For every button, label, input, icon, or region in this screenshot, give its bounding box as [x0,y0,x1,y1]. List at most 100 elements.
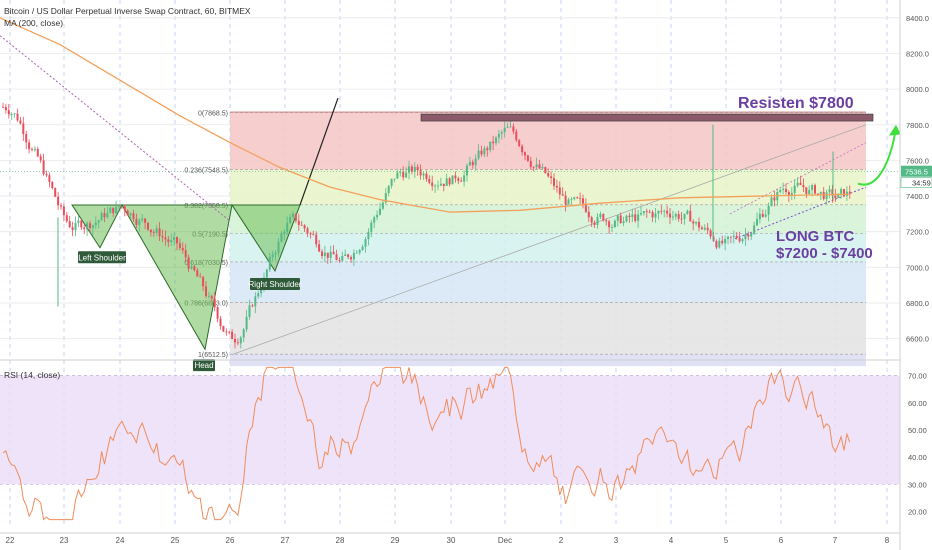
candle-body [700,227,703,230]
candle-body [497,133,500,138]
fib-zone [230,112,866,170]
candle-body [718,240,721,248]
candle-body [39,156,42,161]
candle-body [4,107,7,111]
long-label-2: $7200 - $7400 [776,245,873,262]
candle-body [115,206,118,214]
right-shoulder-label: Right Shoulder [249,280,302,289]
candle-body [669,213,671,218]
ma-path [0,17,851,213]
candle-body [547,173,550,177]
candle-body [683,213,686,219]
candle-body [181,247,184,251]
candle-body [515,131,518,141]
candle-body [274,253,277,255]
candle-body [42,160,45,175]
candle-body [303,225,306,229]
candle-body [280,233,283,242]
candle-body [89,223,91,228]
candle-body [767,205,770,215]
time-tick: 4 [669,536,674,545]
candle-body [193,266,196,271]
candle-body [802,184,805,188]
candle-body [651,212,654,218]
time-tick: 24 [116,536,125,545]
candle-body [773,197,776,201]
rsi-tick: 40.00 [908,453,927,462]
candle-body [405,172,408,178]
candle-body [535,164,538,168]
candle-body [205,286,207,297]
candle-body [167,239,170,243]
candle-body [544,167,547,174]
candle-body [228,331,231,333]
candle-body [248,305,251,317]
candle-body [129,213,132,216]
candle-body [724,239,727,244]
candle-body [373,217,376,223]
candle-body [593,222,596,225]
candle-body [57,196,60,206]
candle-body [71,227,74,231]
left-shoulder-label: Left Shoulder [78,253,126,262]
candle-body [703,227,706,230]
candle-body [428,179,431,183]
candle-body [364,239,367,247]
candle-body [437,185,439,187]
candle-body [239,337,242,344]
fib-zone [230,302,866,355]
rsi-indicator-label: RSI (14, close) [4,370,61,380]
candle-body [25,134,28,143]
candle-body [292,213,294,218]
candle-body [123,206,126,211]
candle-body [625,215,628,222]
candle-body [599,214,602,218]
candle-body [413,166,416,172]
candle-body [384,193,387,203]
candle-body [178,243,181,248]
candle-body [582,198,584,204]
time-tick: 25 [171,536,180,545]
price-tick: 7800.0 [906,121,929,130]
head-label-box [193,359,215,372]
candle-body [379,208,381,215]
candle-body [732,235,735,237]
right-shoulder-label-box [250,278,300,291]
candle-body [286,223,289,232]
candle-body [825,192,828,200]
candle-body [431,182,434,187]
price-tick: 7600.0 [906,156,929,165]
candle-body [553,178,555,186]
candle-body [13,113,16,115]
candle-body [68,221,71,228]
candle-body [323,252,326,257]
candle-body [843,189,845,197]
candle-body [149,229,152,233]
price-axis-bg [900,0,932,550]
price-tick: 6600.0 [906,335,929,344]
candle-body [529,160,532,167]
candle-body [344,254,347,256]
price-tick: 8000.0 [906,85,929,94]
candle-body [158,228,161,237]
candle-body [109,207,112,214]
candle-body [176,236,178,244]
candle-body [480,150,483,155]
candle-body [573,197,576,199]
resistance-band [420,113,901,186]
channel-line [729,142,867,215]
candle-body [2,106,4,108]
candle-body [234,338,236,343]
candle-body [831,189,834,196]
candle-body [190,266,193,269]
candle-body [782,188,785,190]
candle-body [692,221,695,224]
candle-body [335,254,338,260]
candle-body [486,148,489,151]
candle-body [793,185,796,193]
candle-body [660,211,663,212]
candle-body [492,141,495,144]
candle-body [144,218,147,223]
left-shoulder-label-box [78,251,126,264]
candle-body [393,178,396,180]
